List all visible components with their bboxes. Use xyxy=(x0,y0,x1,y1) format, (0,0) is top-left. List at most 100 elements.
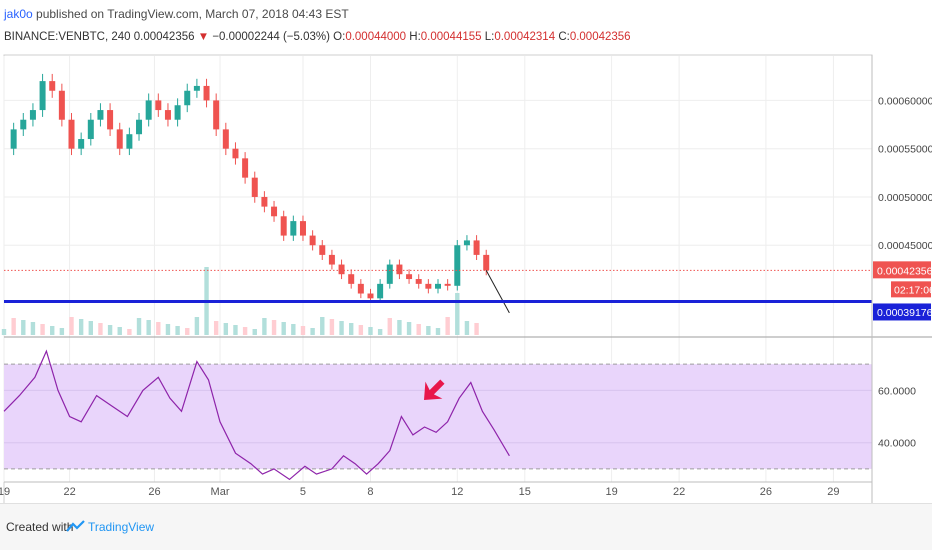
last-price-tag xyxy=(873,261,931,279)
support-tag-label: 0.00039176 xyxy=(877,307,932,319)
annotation-arrow xyxy=(424,379,445,400)
x-tick-label: 8 xyxy=(367,486,373,498)
ohlc-legend: BINANCE:VENBTC, 240 0.00042356 ▼ −0.0000… xyxy=(4,31,631,43)
candle-body xyxy=(203,85,210,101)
volume-bar xyxy=(175,326,180,335)
volume-bar xyxy=(213,321,219,335)
created-with-label: Created with xyxy=(6,520,74,534)
volume-bar xyxy=(252,329,257,335)
candle-body xyxy=(483,254,490,271)
candle-body xyxy=(97,110,104,120)
candle-body xyxy=(435,283,441,289)
volume-bar xyxy=(406,322,412,335)
candle-body xyxy=(184,90,191,106)
candle-body xyxy=(328,254,335,265)
candle-body xyxy=(251,177,258,197)
x-tick-label: 19 xyxy=(605,486,617,498)
candle-body xyxy=(444,283,451,286)
candle-body xyxy=(367,293,374,299)
candle-body xyxy=(87,119,94,140)
x-tick-label: 19 xyxy=(0,486,10,498)
footer: Created with TradingView xyxy=(0,503,932,550)
price-tick-label: 0.00050000 xyxy=(878,192,932,204)
rsi-tick-label: 60.0000 xyxy=(878,385,916,397)
volume-bar xyxy=(464,321,470,335)
volume-bar xyxy=(349,323,354,335)
volume-bar xyxy=(40,324,45,335)
candle-body xyxy=(222,129,229,149)
volume-bar xyxy=(98,323,103,335)
candle-body xyxy=(164,110,171,120)
candle-body xyxy=(357,283,364,294)
tradingview-brand-link[interactable]: TradingView xyxy=(88,520,155,534)
candle-body xyxy=(68,119,75,149)
volume-bar xyxy=(377,329,383,335)
price-change: −0.00002244 (−5.03%) xyxy=(212,31,330,43)
axes: 19 22 26 Mar 5 8 12 15 19 22 26 29 0.00060000 0.00055… xyxy=(0,55,932,504)
volume-bar xyxy=(281,322,286,335)
symbol-label: BINANCE:VENBTC, 240 xyxy=(4,31,131,43)
open-label: O: xyxy=(333,31,346,43)
chart-canvas[interactable]: 19 22 26 Mar 5 8 12 15 19 22 26 29 0.00060000 0.00055… xyxy=(0,0,932,504)
volume-bar xyxy=(320,317,325,335)
x-tick-label: 29 xyxy=(827,486,839,498)
high-value: 0.00044155 xyxy=(420,31,482,43)
volume-bar xyxy=(339,321,344,335)
volume-bar xyxy=(69,317,74,335)
volume-bar xyxy=(426,326,431,335)
candles xyxy=(10,73,490,303)
candle-body xyxy=(309,235,316,246)
volume-bar xyxy=(136,318,142,335)
price-tick-label: 0.00045000 xyxy=(878,240,932,252)
candle-body xyxy=(174,105,181,120)
last-price: 0.00042356 xyxy=(133,31,195,43)
volume-bar xyxy=(11,318,16,335)
candle-body xyxy=(78,139,85,149)
candle-body xyxy=(126,134,133,149)
volume-bar xyxy=(242,327,248,335)
volume-bar xyxy=(358,325,364,335)
volume-bar xyxy=(445,317,450,335)
volume-bar xyxy=(117,327,122,335)
volume-bar xyxy=(300,326,306,335)
candle-body xyxy=(155,100,162,111)
candle-body xyxy=(396,264,403,275)
volume-bar xyxy=(262,318,267,335)
candle-body xyxy=(299,221,306,236)
volume-bar xyxy=(310,328,315,335)
candle-body xyxy=(20,119,27,130)
author-link[interactable]: jak0o xyxy=(4,7,33,21)
volume-bar xyxy=(291,324,296,335)
volume-bar xyxy=(416,324,421,335)
price-overlays xyxy=(4,269,872,314)
volume-bar xyxy=(233,325,238,335)
candle-body xyxy=(386,264,393,284)
candle-body xyxy=(29,110,36,120)
volume-bar xyxy=(223,323,229,335)
volume-bar xyxy=(21,320,26,335)
volume-bar xyxy=(435,328,441,335)
rsi-series-line xyxy=(3,349,510,481)
x-tick-label: Mar xyxy=(211,486,230,498)
candle-body xyxy=(348,274,355,284)
open-value: 0.00044000 xyxy=(345,31,407,43)
candle-body xyxy=(319,245,326,255)
volume-bar xyxy=(88,321,93,335)
candle-body xyxy=(425,283,432,289)
candle-body xyxy=(232,148,239,159)
forecast-trendline xyxy=(485,270,510,314)
candle-body xyxy=(10,129,17,149)
annotation-arrow-shape xyxy=(424,379,445,400)
candle-body xyxy=(261,196,268,207)
x-tick-label: 5 xyxy=(300,486,306,498)
volume-bar xyxy=(78,319,84,335)
publish-info: jak0o published on TradingView.com, Marc… xyxy=(4,7,349,21)
countdown-tag xyxy=(891,281,931,298)
volume-bar xyxy=(194,317,200,335)
candle-body xyxy=(107,110,114,130)
volume-bar xyxy=(387,318,392,335)
high-label: H: xyxy=(409,31,421,43)
candle-body xyxy=(271,206,278,217)
x-tick-label: 26 xyxy=(760,486,772,498)
candle-body xyxy=(39,81,46,111)
